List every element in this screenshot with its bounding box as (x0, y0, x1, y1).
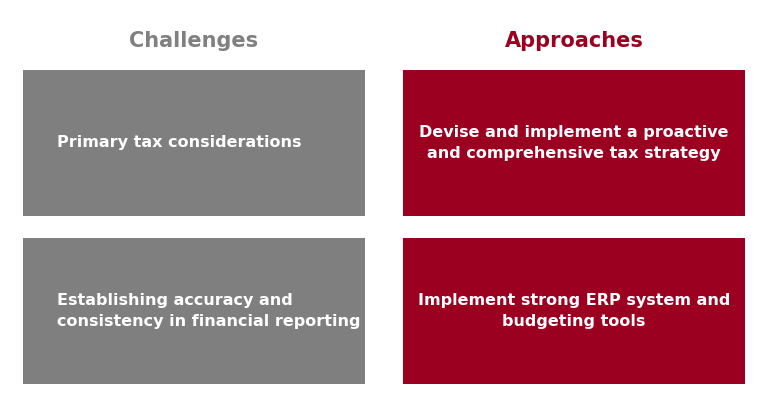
Text: Devise and implement a proactive
and comprehensive tax strategy: Devise and implement a proactive and com… (419, 125, 729, 161)
Text: Establishing accuracy and
consistency in financial reporting: Establishing accuracy and consistency in… (57, 293, 361, 329)
Text: Primary tax considerations: Primary tax considerations (57, 135, 302, 150)
FancyBboxPatch shape (23, 70, 365, 216)
Text: Challenges: Challenges (129, 31, 259, 51)
FancyBboxPatch shape (403, 238, 745, 384)
Text: Implement strong ERP system and
budgeting tools: Implement strong ERP system and budgetin… (418, 293, 730, 329)
Text: Approaches: Approaches (505, 31, 644, 51)
FancyBboxPatch shape (403, 70, 745, 216)
FancyBboxPatch shape (23, 238, 365, 384)
